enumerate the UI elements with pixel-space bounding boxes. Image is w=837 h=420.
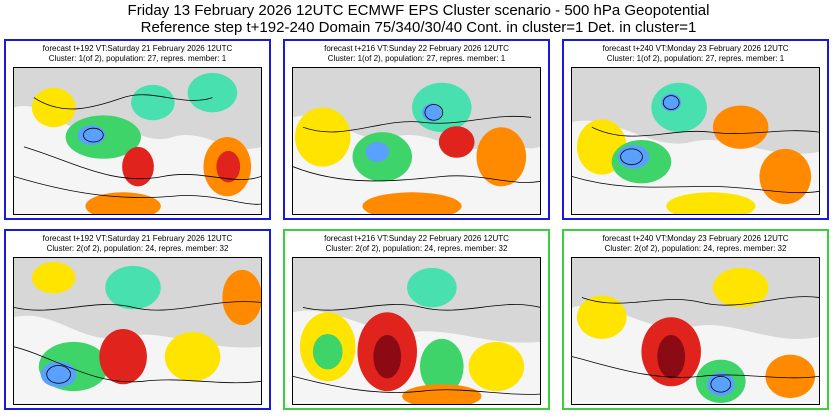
map-panel-cluster2-t192: forecast t+192 VT:Saturday 21 February 2… [4, 229, 271, 410]
geopotential-map [571, 257, 820, 405]
map-panel-cluster1-t216: forecast t+216 VT:Sunday 22 February 202… [283, 39, 550, 220]
geopotential-map [13, 257, 262, 405]
geopotential-map [292, 257, 541, 405]
panel-cluster-label: Cluster: 1(of 2), population: 27, repres… [327, 54, 506, 63]
panel-cluster-label: Cluster: 2(of 2), population: 24, repres… [325, 244, 508, 253]
geopotential-map [292, 67, 541, 215]
chart-subtitle: Reference step t+192-240 Domain 75/340/3… [140, 19, 697, 36]
panel-forecast-label: forecast t+192 VT:Saturday 21 February 2… [42, 44, 233, 53]
panel-forecast-label: forecast t+216 VT:Sunday 22 February 202… [324, 44, 509, 53]
geopotential-map [571, 67, 820, 215]
panel-forecast-label: forecast t+216 VT:Sunday 22 February 202… [324, 234, 509, 243]
panel-forecast-label: forecast t+240 VT:Monday 23 February 202… [602, 44, 789, 53]
panel-forecast-label: forecast t+240 VT:Monday 23 February 202… [602, 234, 789, 243]
map-panel-cluster2-t240: forecast t+240 VT:Monday 23 February 202… [562, 229, 829, 410]
map-panel-cluster1-t240: forecast t+240 VT:Monday 23 February 202… [562, 39, 829, 220]
map-panel-cluster2-t216: forecast t+216 VT:Sunday 22 February 202… [283, 229, 550, 410]
panel-cluster-label: Cluster: 1(of 2), population: 27, repres… [48, 54, 227, 63]
map-panel-cluster1-t192: forecast t+192 VT:Saturday 21 February 2… [4, 39, 271, 220]
chart-title: Friday 13 February 2026 12UTC ECMWF EPS … [127, 2, 710, 19]
panel-cluster-label: Cluster: 2(of 2), population: 24, repres… [46, 244, 229, 253]
panel-forecast-label: forecast t+192 VT:Saturday 21 February 2… [42, 234, 233, 243]
panel-cluster-label: Cluster: 2(of 2), population: 24, repres… [604, 244, 787, 253]
geopotential-map [13, 67, 262, 215]
panel-cluster-label: Cluster: 1(of 2), population: 27, repres… [606, 54, 785, 63]
